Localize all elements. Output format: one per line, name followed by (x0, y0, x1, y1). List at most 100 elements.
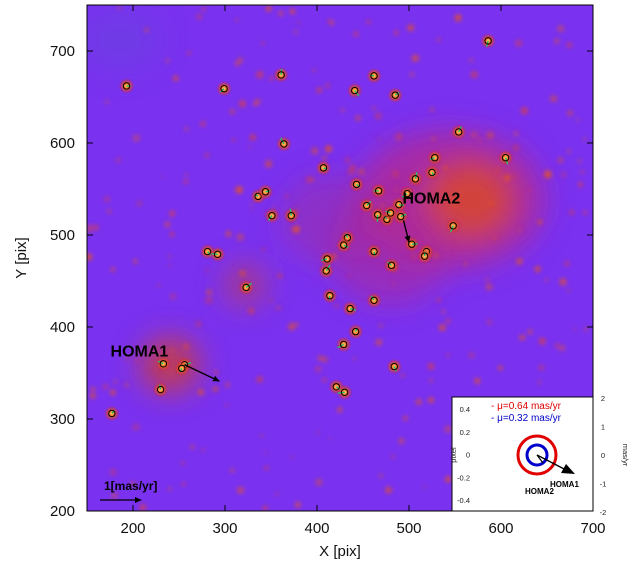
background-star (262, 505, 268, 511)
background-star (181, 461, 185, 466)
background-star (314, 365, 322, 373)
y-tick-label: 500 (50, 227, 75, 244)
background-star (403, 416, 408, 421)
background-star (489, 182, 493, 187)
background-star (334, 303, 339, 309)
motion-vector (370, 295, 375, 301)
background-star (449, 175, 456, 182)
y-axis: 200 300 400 500 600 700 (50, 43, 593, 520)
background-star (235, 18, 239, 22)
background-star (110, 389, 116, 396)
background-star (293, 226, 300, 233)
background-star (107, 209, 111, 214)
source-marker (501, 154, 510, 162)
inset-left-tick-label: 0 (466, 451, 470, 460)
background-star (454, 171, 460, 178)
background-star (375, 339, 382, 346)
background-star (436, 37, 441, 42)
background-star (516, 258, 523, 265)
source-marker (411, 175, 420, 183)
background-star (248, 145, 251, 149)
background-star (485, 283, 493, 291)
background-star (248, 307, 255, 314)
background-star (288, 323, 296, 331)
motion-vector (265, 190, 271, 193)
source-marker (108, 409, 116, 418)
background-star (169, 231, 175, 237)
background-star (285, 194, 289, 198)
source-marker (319, 164, 328, 172)
inset-left-tick-label: 0.2 (460, 428, 470, 437)
background-star (87, 253, 93, 261)
background-star (238, 100, 246, 108)
background-star (329, 437, 332, 440)
background-star (90, 393, 96, 399)
background-star (130, 481, 136, 487)
background-star (93, 224, 99, 231)
background-star (136, 200, 143, 207)
background-star (350, 165, 356, 170)
background-star (261, 247, 266, 252)
background-star (353, 357, 356, 360)
background-star (559, 278, 567, 286)
background-star (441, 310, 445, 314)
source-marker (370, 247, 378, 256)
background-star (270, 299, 273, 303)
background-star (321, 356, 328, 363)
background-star (394, 187, 400, 192)
background-star (164, 221, 171, 228)
background-star (538, 381, 541, 384)
background-star (278, 11, 283, 16)
background-star (236, 233, 244, 241)
background-star (275, 492, 279, 496)
motion-vector (158, 384, 162, 390)
background-star (316, 87, 323, 93)
source-marker (374, 187, 383, 195)
source-marker (403, 189, 411, 198)
background-star (544, 278, 548, 282)
background-star (184, 173, 188, 177)
background-star (577, 159, 582, 164)
source-marker (351, 327, 360, 336)
background-star (583, 137, 586, 141)
background-star (315, 478, 323, 486)
background-star (561, 171, 567, 178)
background-star (113, 380, 117, 384)
background-star (256, 70, 264, 79)
background-star (289, 8, 296, 15)
source-marker (340, 388, 349, 397)
background-star (435, 199, 441, 205)
background-star (474, 378, 481, 384)
background-star (322, 378, 327, 382)
background-star (429, 379, 433, 383)
motion-vector (385, 210, 391, 214)
background-star (427, 363, 435, 370)
annotations: HOMA2 HOMA1 (111, 190, 460, 382)
background-star (269, 75, 275, 81)
background-star (213, 370, 219, 375)
background-star (544, 170, 552, 179)
inset-label-homa2: HOMA2 (525, 487, 554, 496)
source-marker (346, 304, 354, 313)
background-star (348, 274, 351, 278)
source-marker (362, 201, 371, 210)
inset-vector-homa2 (536, 454, 544, 464)
source-marker (391, 91, 399, 99)
background-star (261, 41, 265, 46)
background-star (355, 115, 361, 121)
background-star (325, 145, 332, 153)
background-star (503, 174, 511, 181)
background-star (295, 322, 299, 326)
background-star (337, 407, 343, 413)
background-star (486, 131, 494, 139)
source-marker (159, 360, 168, 368)
source-marker (352, 180, 361, 189)
background-star (224, 381, 231, 388)
background-star (436, 298, 441, 302)
background-star (161, 175, 164, 178)
background-star (379, 474, 383, 478)
background-star (229, 109, 235, 115)
source-marker (242, 283, 250, 292)
background-star (573, 327, 576, 331)
x-tick-label: 400 (304, 520, 329, 537)
